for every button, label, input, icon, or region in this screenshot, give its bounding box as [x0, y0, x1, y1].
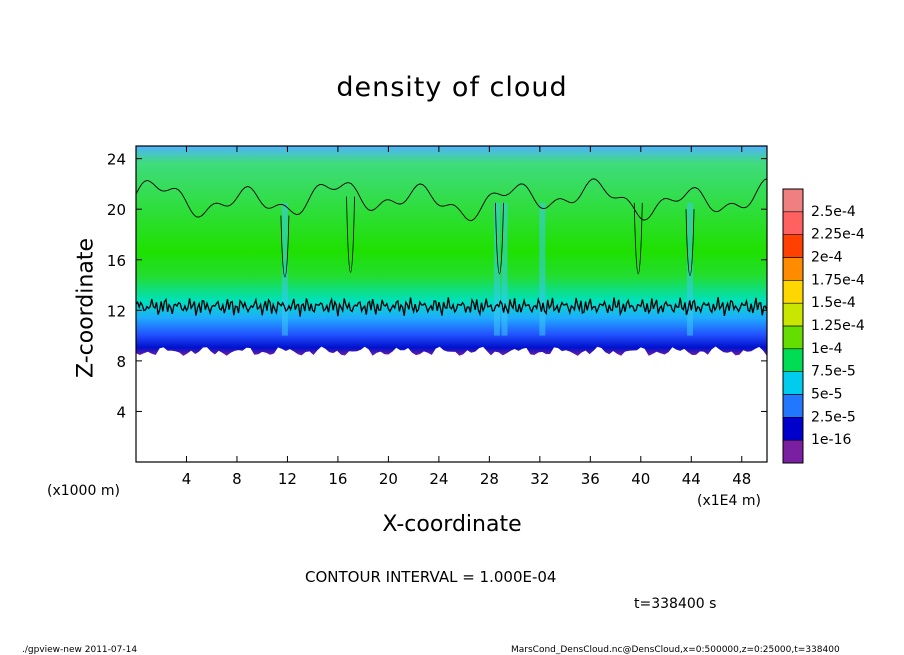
y-tick-label: 12: [107, 302, 126, 320]
x-tick-label: 20: [379, 470, 398, 488]
colorbar-swatch: [783, 417, 803, 441]
colorbar-swatch: [783, 348, 803, 373]
colorbar-label: 1.75e-4: [811, 272, 865, 288]
colorbar-label: 2e-4: [811, 250, 843, 266]
y-tick-label: 4: [116, 403, 126, 421]
cloud-plume: [493, 202, 500, 336]
y-tick-label: 8: [116, 353, 126, 371]
colorbar-swatch: [783, 371, 803, 395]
cloud-plume: [501, 202, 508, 336]
contour-intrusion: [685, 209, 695, 276]
colorbar-label: 1e-16: [811, 432, 851, 448]
y-tick-label: 16: [107, 252, 126, 270]
colorbar-swatch: [783, 211, 803, 236]
y-axis-label: Z-coordinate: [73, 238, 99, 378]
contour-upper: [135, 178, 768, 222]
colorbar-label: 2.5e-4: [811, 204, 856, 220]
colorbar-label: 1.5e-4: [811, 295, 856, 311]
x-tick-label: 4: [182, 470, 192, 488]
contour-intrusion: [495, 202, 504, 275]
x-tick-label: 32: [530, 470, 549, 488]
x-tick-label: 12: [278, 470, 297, 488]
y-axis: 4 8 12 16 20 24: [107, 151, 767, 421]
y-tick-label: 24: [107, 151, 126, 169]
colorbar-swatch: [783, 303, 803, 327]
x-tick-label: 44: [682, 470, 701, 488]
chart-title: density of cloud: [336, 72, 568, 103]
colorbar-swatch: [783, 326, 803, 350]
colorbar-label: 1.25e-4: [811, 318, 865, 334]
colorbar-label: 7.5e-5: [811, 364, 856, 380]
colorbar-swatch: [783, 234, 803, 258]
x-tick-label: 40: [631, 470, 650, 488]
footer-right: MarsCond_DensCloud.nc@DensCloud,x=0:5000…: [511, 645, 840, 655]
contour-intrusion: [346, 196, 355, 273]
x-unit-right: (x1E4 m): [697, 493, 761, 509]
cloud-plume: [687, 202, 694, 336]
x-tick-label: 48: [732, 470, 751, 488]
colorbar: 2.5e-4 2.25e-4 2e-4 1.75e-4 1.5e-4 1.25e-4 1e-…: [782, 188, 865, 464]
footer-left: ./gpview-new 2011-07-14: [22, 645, 138, 655]
colorbar-swatch: [783, 257, 803, 281]
cloud-density-field: [136, 146, 767, 357]
y-tick-label: 20: [107, 201, 126, 219]
colorbar-swatch: [783, 189, 803, 213]
colorbar-swatch: [783, 440, 803, 464]
x-tick-label: 8: [232, 470, 242, 488]
contour-intrusion: [633, 202, 643, 275]
cloud-field: [136, 146, 767, 357]
colorbar-label: 2.25e-4: [811, 227, 865, 243]
colorbar-swatch: [783, 280, 803, 304]
colorbar-swatch: [783, 394, 803, 418]
x-axis-label: X-coordinate: [382, 512, 522, 537]
plot-frame: [135, 145, 768, 463]
time-text: t=338400 s: [634, 596, 717, 612]
contour-lower: [135, 296, 768, 317]
x-axis: 4 8 12 16 20 24 28 32 36 40 44 48: [182, 146, 751, 488]
x-tick-label: 36: [581, 470, 600, 488]
contour-intrusion: [280, 215, 290, 278]
colorbar-label: 1e-4: [811, 341, 843, 357]
contour-lines: [135, 178, 768, 317]
x-tick-label: 16: [328, 470, 347, 488]
contour-interval-text: CONTOUR INTERVAL = 1.000E-04: [305, 568, 557, 586]
x-unit-left: (x1000 m): [47, 483, 120, 499]
colorbar-label: 2.5e-5: [811, 409, 856, 425]
cloud-plume: [281, 202, 288, 336]
x-tick-label: 28: [480, 470, 499, 488]
colorbar-label: 5e-5: [811, 387, 842, 403]
cloud-plume: [539, 202, 546, 336]
x-tick-label: 24: [429, 470, 448, 488]
